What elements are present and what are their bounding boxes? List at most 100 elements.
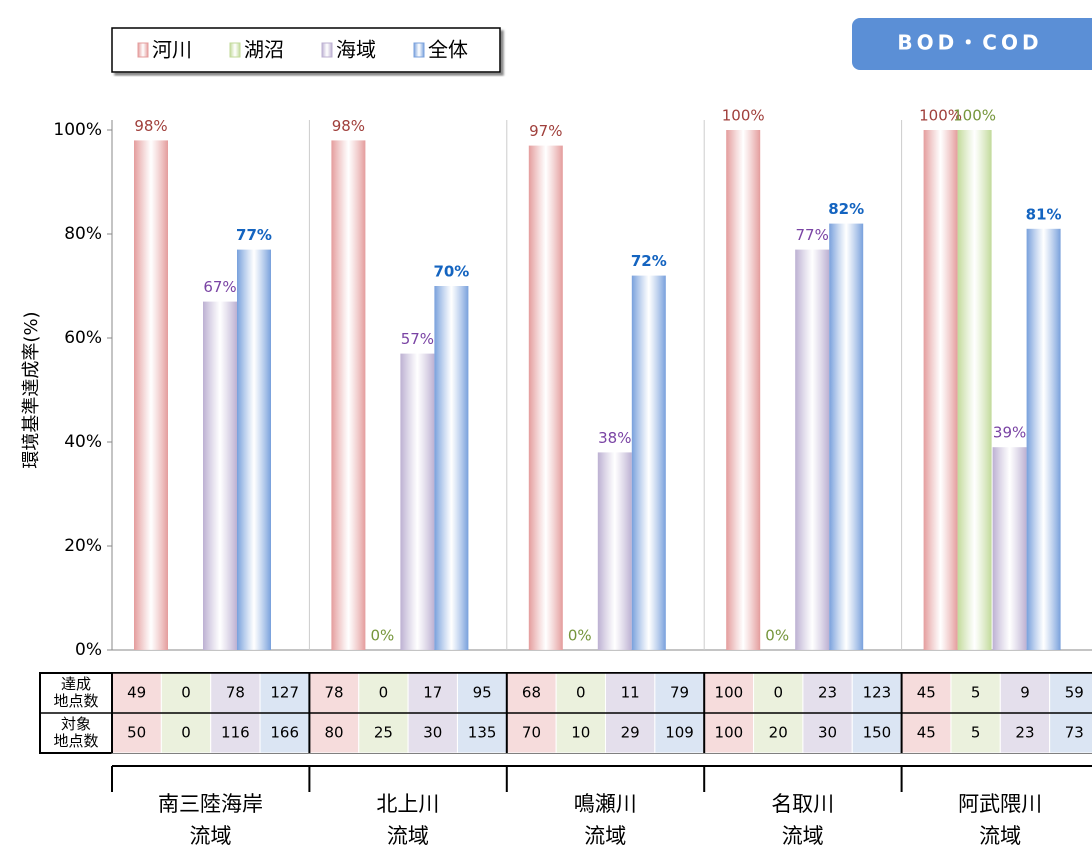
bar [237, 249, 271, 650]
table-cell [605, 712, 656, 754]
table-cell [851, 712, 903, 754]
bar [400, 353, 435, 650]
bar [992, 447, 1027, 650]
table-cell [456, 672, 508, 714]
table-value: 20 [769, 724, 788, 742]
table-value: 30 [818, 724, 837, 742]
legend-swatch [137, 42, 149, 58]
y-tick-label: 100% [53, 120, 102, 140]
table-value: 23 [818, 684, 837, 702]
table-cell [160, 712, 212, 754]
table-value: 127 [270, 684, 299, 702]
table-value: 95 [473, 684, 492, 702]
table-value: 11 [621, 684, 640, 702]
row-label: 達成 地点数 [53, 675, 99, 710]
bar [1026, 228, 1061, 651]
badge-box [852, 18, 1092, 70]
legend-label: 海域 [336, 38, 376, 62]
table-value: 0 [773, 684, 783, 702]
table-value: 10 [571, 724, 590, 742]
value-label: 100% [722, 107, 765, 125]
bar [203, 301, 237, 650]
table-value: 73 [1065, 724, 1084, 742]
table-value: 17 [423, 684, 442, 702]
table-cell [950, 712, 1001, 754]
table-value: 5 [971, 684, 981, 702]
table-value: 25 [374, 724, 393, 742]
table-value: 5 [971, 724, 981, 742]
table-value: 49 [127, 684, 146, 702]
bar [434, 286, 469, 650]
row-label: 対象 地点数 [53, 715, 99, 750]
table-value: 70 [522, 724, 541, 742]
y-tick-label: 40% [64, 432, 102, 452]
table-cell [802, 712, 853, 754]
bar [957, 130, 992, 650]
table-cell [259, 712, 310, 754]
table-value: 100 [715, 724, 744, 742]
table-value: 79 [670, 684, 689, 702]
table-value: 0 [576, 684, 586, 702]
table-value: 0 [379, 684, 389, 702]
table-value: 45 [917, 684, 936, 702]
value-label: 0% [371, 627, 395, 645]
legend-swatch [229, 42, 241, 58]
table-value: 109 [665, 724, 694, 742]
table-value: 135 [468, 724, 497, 742]
table-cell [1049, 712, 1092, 754]
bar [923, 130, 958, 650]
legend-label: 河川 [152, 38, 192, 62]
value-label: 97% [529, 122, 562, 140]
bar [134, 140, 168, 650]
table-value: 0 [181, 724, 191, 742]
value-label: 0% [568, 627, 592, 645]
table-value: 150 [863, 724, 892, 742]
value-label: 38% [598, 429, 631, 447]
category-label: 北上川 流域 [376, 792, 440, 846]
y-tick-label: 80% [64, 224, 102, 244]
table-cell [358, 712, 409, 754]
table-value: 78 [325, 684, 344, 702]
table-cell [703, 672, 755, 714]
value-label: 100% [953, 107, 996, 125]
bar [726, 130, 761, 650]
value-label: 98% [134, 117, 167, 135]
table-value: 166 [270, 724, 299, 742]
y-tick-label: 20% [64, 536, 102, 556]
value-label: 82% [828, 200, 864, 218]
value-label: 39% [993, 424, 1026, 442]
table-value: 59 [1065, 684, 1084, 702]
table-value: 30 [423, 724, 442, 742]
bar [331, 140, 366, 650]
table-cell [901, 672, 952, 714]
value-label: 0% [765, 627, 789, 645]
table-cell [1049, 672, 1092, 714]
table-value: 78 [226, 684, 245, 702]
table-value: 116 [221, 724, 250, 742]
category-label: 阿武隈川 流域 [958, 792, 1043, 846]
table-cell [802, 672, 853, 714]
table-cell [753, 672, 804, 714]
value-label: 67% [203, 278, 236, 296]
legend-label: 全体 [428, 38, 468, 62]
table-cell [259, 672, 310, 714]
table-value: 29 [621, 724, 640, 742]
badge: BOD・COD [897, 31, 1042, 55]
legend-box [111, 27, 501, 73]
table-value: 45 [917, 724, 936, 742]
legend-label: 湖沼 [244, 38, 284, 62]
table-cell [111, 712, 162, 754]
table-cell [654, 672, 705, 714]
legend-swatch [413, 42, 425, 58]
table-value: 68 [522, 684, 541, 702]
value-label: 77% [796, 226, 829, 244]
table-value: 0 [181, 684, 191, 702]
value-label: 77% [236, 226, 272, 244]
table-cell [210, 712, 261, 754]
value-label: 72% [631, 252, 667, 270]
legend-swatch [321, 42, 333, 58]
y-axis-label: 環境基準達成率(%) [21, 311, 42, 468]
table-value: 123 [863, 684, 892, 702]
